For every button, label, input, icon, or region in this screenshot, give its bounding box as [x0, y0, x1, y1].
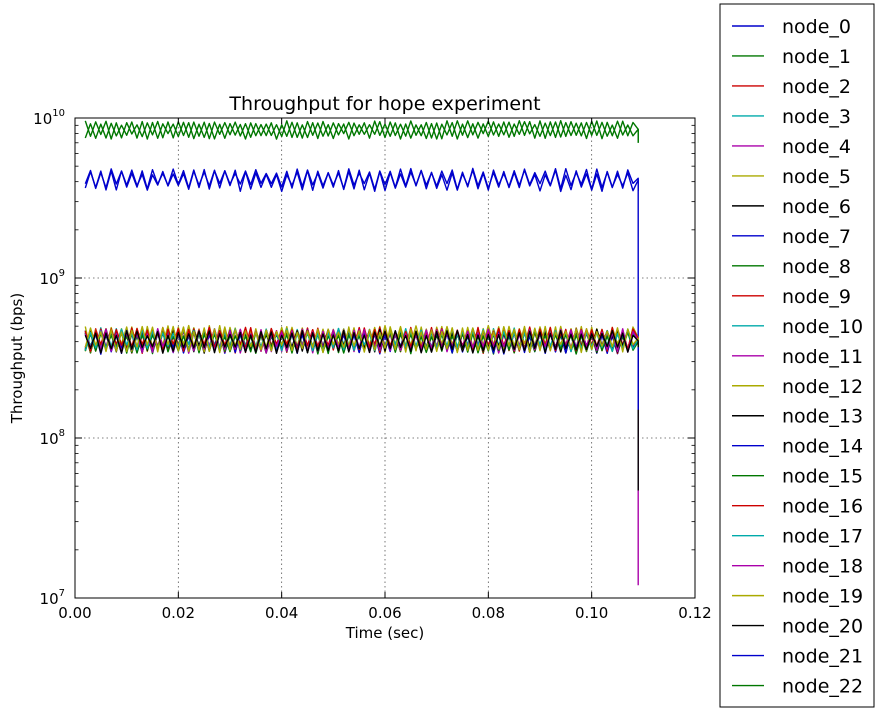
- x-tick-labels: 0.00 0.02 0.04 0.06 0.08 0.10 0.12: [58, 604, 711, 622]
- legend-label: node_6: [782, 196, 851, 218]
- series-line-node_20: [84, 329, 639, 354]
- legend-label: node_17: [782, 526, 863, 548]
- legend-label: node_22: [782, 676, 863, 698]
- y-tick-label: 1010: [33, 108, 65, 128]
- legend-label: node_20: [782, 616, 863, 638]
- axis-ticks: [74, 117, 696, 599]
- x-tick-label: 0.02: [162, 604, 195, 622]
- legend-label: node_18: [782, 556, 863, 578]
- x-tick-label: 0.08: [472, 604, 505, 622]
- legend-label: node_15: [782, 466, 863, 488]
- y-tick-labels: 107 108 109 1010: [33, 108, 65, 608]
- grid-lines: [75, 118, 695, 598]
- x-tick-label: 0.04: [265, 604, 298, 622]
- legend-label: node_10: [782, 316, 863, 338]
- legend-label: node_7: [782, 226, 851, 248]
- series-line-node_1: [84, 120, 639, 143]
- legend-label: node_11: [782, 346, 863, 368]
- y-tick-label: 108: [40, 428, 65, 448]
- legend-label: node_12: [782, 376, 863, 398]
- x-tick-label: 0.10: [575, 604, 608, 622]
- x-tick-label: 0.12: [678, 604, 711, 622]
- series-line-node_21: [84, 169, 639, 193]
- x-tick-label: 0.06: [368, 604, 401, 622]
- legend-label: node_21: [782, 646, 863, 668]
- legend-label: node_4: [782, 136, 851, 158]
- legend-label: node_5: [782, 166, 851, 188]
- series-line-node_16: [84, 326, 639, 353]
- series-line-node_19: [84, 325, 639, 354]
- chart-title: Throughput for hope experiment: [228, 93, 540, 115]
- series-line-node_17: [84, 327, 639, 353]
- legend-label: node_0: [782, 16, 851, 38]
- y-axis-label: Throughput (bps): [8, 293, 26, 424]
- series-lines: [84, 120, 639, 586]
- legend-label: node_2: [782, 76, 851, 98]
- legend-label: node_16: [782, 496, 863, 518]
- legend-label: node_13: [782, 406, 863, 428]
- legend-label: node_3: [782, 106, 851, 128]
- legend-label: node_9: [782, 286, 851, 308]
- legend-label: node_14: [782, 436, 863, 458]
- legend-label: node_1: [782, 46, 851, 68]
- x-tick-label: 0.00: [58, 604, 91, 622]
- y-tick-label: 109: [40, 268, 65, 288]
- legend-label: node_8: [782, 256, 851, 278]
- legend: node_0 node_1 node_2 node_3 node_4 node_5node…: [719, 3, 875, 708]
- y-tick-label: 107: [40, 588, 65, 608]
- x-axis-label: Time (sec): [345, 624, 424, 642]
- legend-label: node_19: [782, 586, 863, 608]
